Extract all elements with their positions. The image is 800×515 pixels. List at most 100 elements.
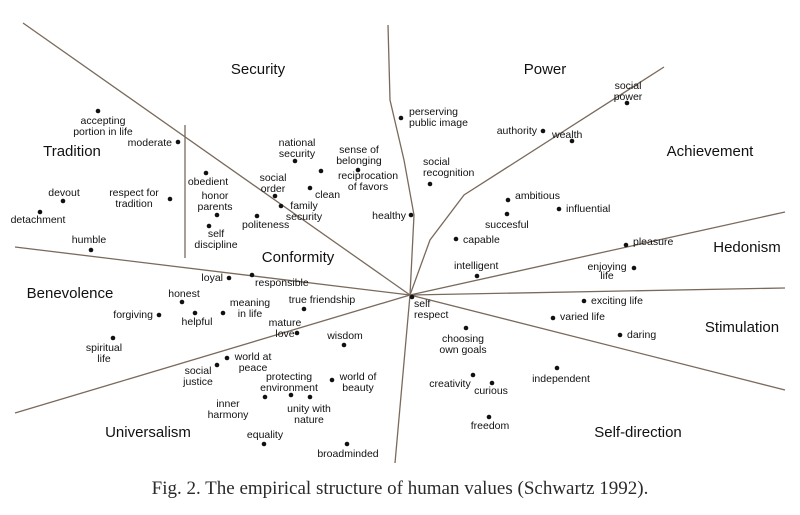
value-pleasure: pleasure	[623, 236, 673, 248]
value-independent: independent	[532, 365, 590, 385]
value-world-of-beauty: world of beauty	[329, 371, 377, 394]
svg-text:capable: capable	[463, 234, 500, 246]
value-accepting-portion-in-life: accepting portion in life	[73, 108, 133, 138]
value-loyal: loyal	[201, 272, 232, 284]
region-labels: Security Power Tradition Achievement Con…	[27, 61, 781, 441]
svg-text:wisdom: wisdom	[326, 330, 363, 342]
value-exciting-life: exciting life	[581, 295, 643, 307]
value-healthy: healthy	[372, 210, 414, 222]
svg-text:detachment: detachment	[11, 214, 66, 226]
value-authority: authority	[497, 125, 546, 137]
value-moderate: moderate	[128, 137, 181, 149]
value-social-power: social power	[614, 80, 643, 106]
svg-text:humble: humble	[72, 234, 107, 246]
value-choosing-own-goals: choosing own goals	[439, 325, 487, 356]
svg-text:helpful: helpful	[182, 316, 213, 328]
value-social-recognition: social recognition	[423, 156, 475, 187]
value-politeness: politeness	[242, 213, 289, 231]
svg-text:authority: authority	[497, 125, 538, 137]
value-items: perserving public image social power autho…	[11, 80, 674, 460]
svg-text:honest: honest	[168, 288, 200, 300]
region-achievement: Achievement	[667, 143, 755, 160]
svg-text:healthy: healthy	[372, 210, 407, 222]
value-structure-diagram: Security Power Tradition Achievement Con…	[11, 22, 786, 464]
value-family-security: family security	[278, 200, 323, 223]
svg-text:politeness: politeness	[242, 219, 289, 231]
value-ambitious: ambitious	[505, 190, 560, 203]
value-protecting-environment: protecting environment	[260, 371, 318, 398]
region-security: Security	[231, 61, 286, 78]
figure-caption: Fig. 2. The empirical structure of human…	[151, 478, 649, 499]
value-national-security: national security	[279, 137, 316, 164]
svg-text:true friendship: true friendship	[289, 294, 356, 306]
region-universalism: Universalism	[105, 424, 191, 441]
value-detachment: detachment	[11, 209, 66, 226]
value-clean: clean	[307, 185, 340, 201]
value-social-order: social order	[260, 172, 287, 199]
svg-text:intelligent: intelligent	[454, 260, 498, 272]
value-responsible: responsible	[249, 272, 309, 289]
boundary-stimulation-selfdirection	[409, 294, 786, 391]
value-mature-love: mature love	[269, 317, 302, 340]
region-power: Power	[524, 61, 567, 78]
svg-text:devout: devout	[48, 187, 80, 199]
value-enjoying-life: enjoying life	[587, 261, 637, 282]
boundary-benevolence-universalism	[14, 294, 411, 414]
value-honor-parents: honor parents	[197, 190, 233, 218]
value-humble: humble	[72, 234, 107, 253]
value-creativity: creativity	[429, 372, 476, 390]
region-self-direction: Self-direction	[594, 424, 682, 441]
value-varied-life: varied life	[550, 311, 605, 323]
svg-text:equality: equality	[247, 429, 284, 441]
value-equality: equality	[247, 429, 284, 447]
value-forgiving: forgiving	[113, 309, 162, 321]
value-self-discipline: self discipline	[194, 223, 238, 251]
region-stimulation: Stimulation	[705, 319, 779, 336]
svg-text:exciting life: exciting life	[591, 295, 643, 307]
boundary-tradition-benevolence	[14, 246, 411, 296]
value-obedient: obedient	[188, 170, 228, 188]
value-helpful: helpful	[182, 310, 213, 328]
svg-text:wealth: wealth	[551, 129, 583, 141]
svg-text:responsible: responsible	[255, 277, 309, 289]
value-spiritual-life: spiritual life	[86, 335, 122, 365]
value-freedom: freedom	[471, 414, 510, 432]
value-honest: honest	[168, 288, 200, 305]
svg-text:moderate: moderate	[128, 137, 173, 149]
boundary-achievement-hedonism	[409, 211, 786, 296]
value-self-respect: self respect	[409, 294, 449, 321]
value-influential: influential	[556, 203, 610, 215]
value-reciprocation-of-favors: reciprocation of favors	[338, 167, 398, 193]
boundary-hedonism-stimulation	[409, 287, 786, 296]
svg-text:succesful: succesful	[485, 219, 529, 231]
svg-text:loyal: loyal	[201, 272, 223, 284]
value-meaning-in-life: meaning in life	[220, 297, 270, 320]
svg-text:curious: curious	[474, 385, 508, 397]
boundary-security-tradition	[22, 22, 411, 296]
svg-text:freedom: freedom	[471, 420, 510, 432]
region-conformity: Conformity	[262, 249, 335, 266]
value-devout: devout	[48, 187, 80, 204]
value-intelligent: intelligent	[454, 260, 498, 279]
value-true-friendship: true friendship	[289, 294, 356, 312]
boundary-security-power	[387, 24, 415, 296]
value-perserving-public-image: perserving public image	[398, 106, 468, 129]
region-tradition: Tradition	[43, 143, 101, 160]
